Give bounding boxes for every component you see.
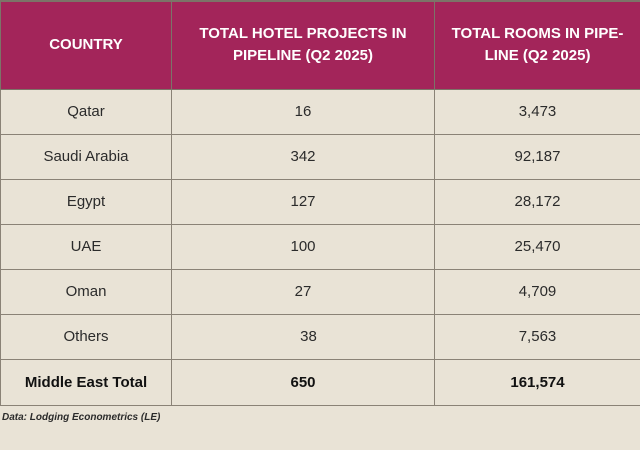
cell-projects: 100 [171, 223, 435, 270]
cell-rooms: 7,563 [434, 313, 640, 360]
cell-rooms: 4,709 [434, 268, 640, 315]
header-row: COUNTRY TOTAL HOTEL PROJECTS IN PIPELINE… [0, 0, 640, 90]
cell-projects: 38 [171, 313, 435, 360]
header-projects: TOTAL HOTEL PROJECTS IN PIPELINE (Q2 202… [171, 0, 435, 90]
table-row: Saudi Arabia 342 92,187 [0, 133, 640, 180]
cell-projects: 342 [171, 133, 435, 180]
cell-country: Saudi Arabia [0, 133, 172, 180]
cell-projects: 27 [171, 268, 435, 315]
table-row: Qatar 16 3,473 [0, 88, 640, 135]
cell-country: Egypt [0, 178, 172, 225]
hotel-pipeline-table: COUNTRY TOTAL HOTEL PROJECTS IN PIPELINE… [0, 0, 640, 406]
cell-rooms: 92,187 [434, 133, 640, 180]
cell-country: Qatar [0, 88, 172, 135]
cell-projects: 16 [171, 88, 435, 135]
source-note: Data: Lodging Econometrics (LE) [2, 412, 161, 423]
total-row: Middle East Total 650 161,574 [0, 358, 640, 406]
table-row: Oman 27 4,709 [0, 268, 640, 315]
header-rooms: TOTAL ROOMS IN PIPE-LINE (Q2 2025) [434, 0, 640, 90]
cell-country: Oman [0, 268, 172, 315]
table-row: Egypt 127 28,172 [0, 178, 640, 225]
total-rooms: 161,574 [434, 358, 640, 406]
total-label: Middle East Total [0, 358, 172, 406]
table-row: UAE 100 25,470 [0, 223, 640, 270]
cell-country: UAE [0, 223, 172, 270]
total-projects: 650 [171, 358, 435, 406]
cell-country: Others [0, 313, 172, 360]
cell-rooms: 28,172 [434, 178, 640, 225]
cell-projects: 127 [171, 178, 435, 225]
cell-rooms: 3,473 [434, 88, 640, 135]
table-row: Others 38 7,563 [0, 313, 640, 360]
header-country: COUNTRY [0, 0, 172, 90]
cell-rooms: 25,470 [434, 223, 640, 270]
